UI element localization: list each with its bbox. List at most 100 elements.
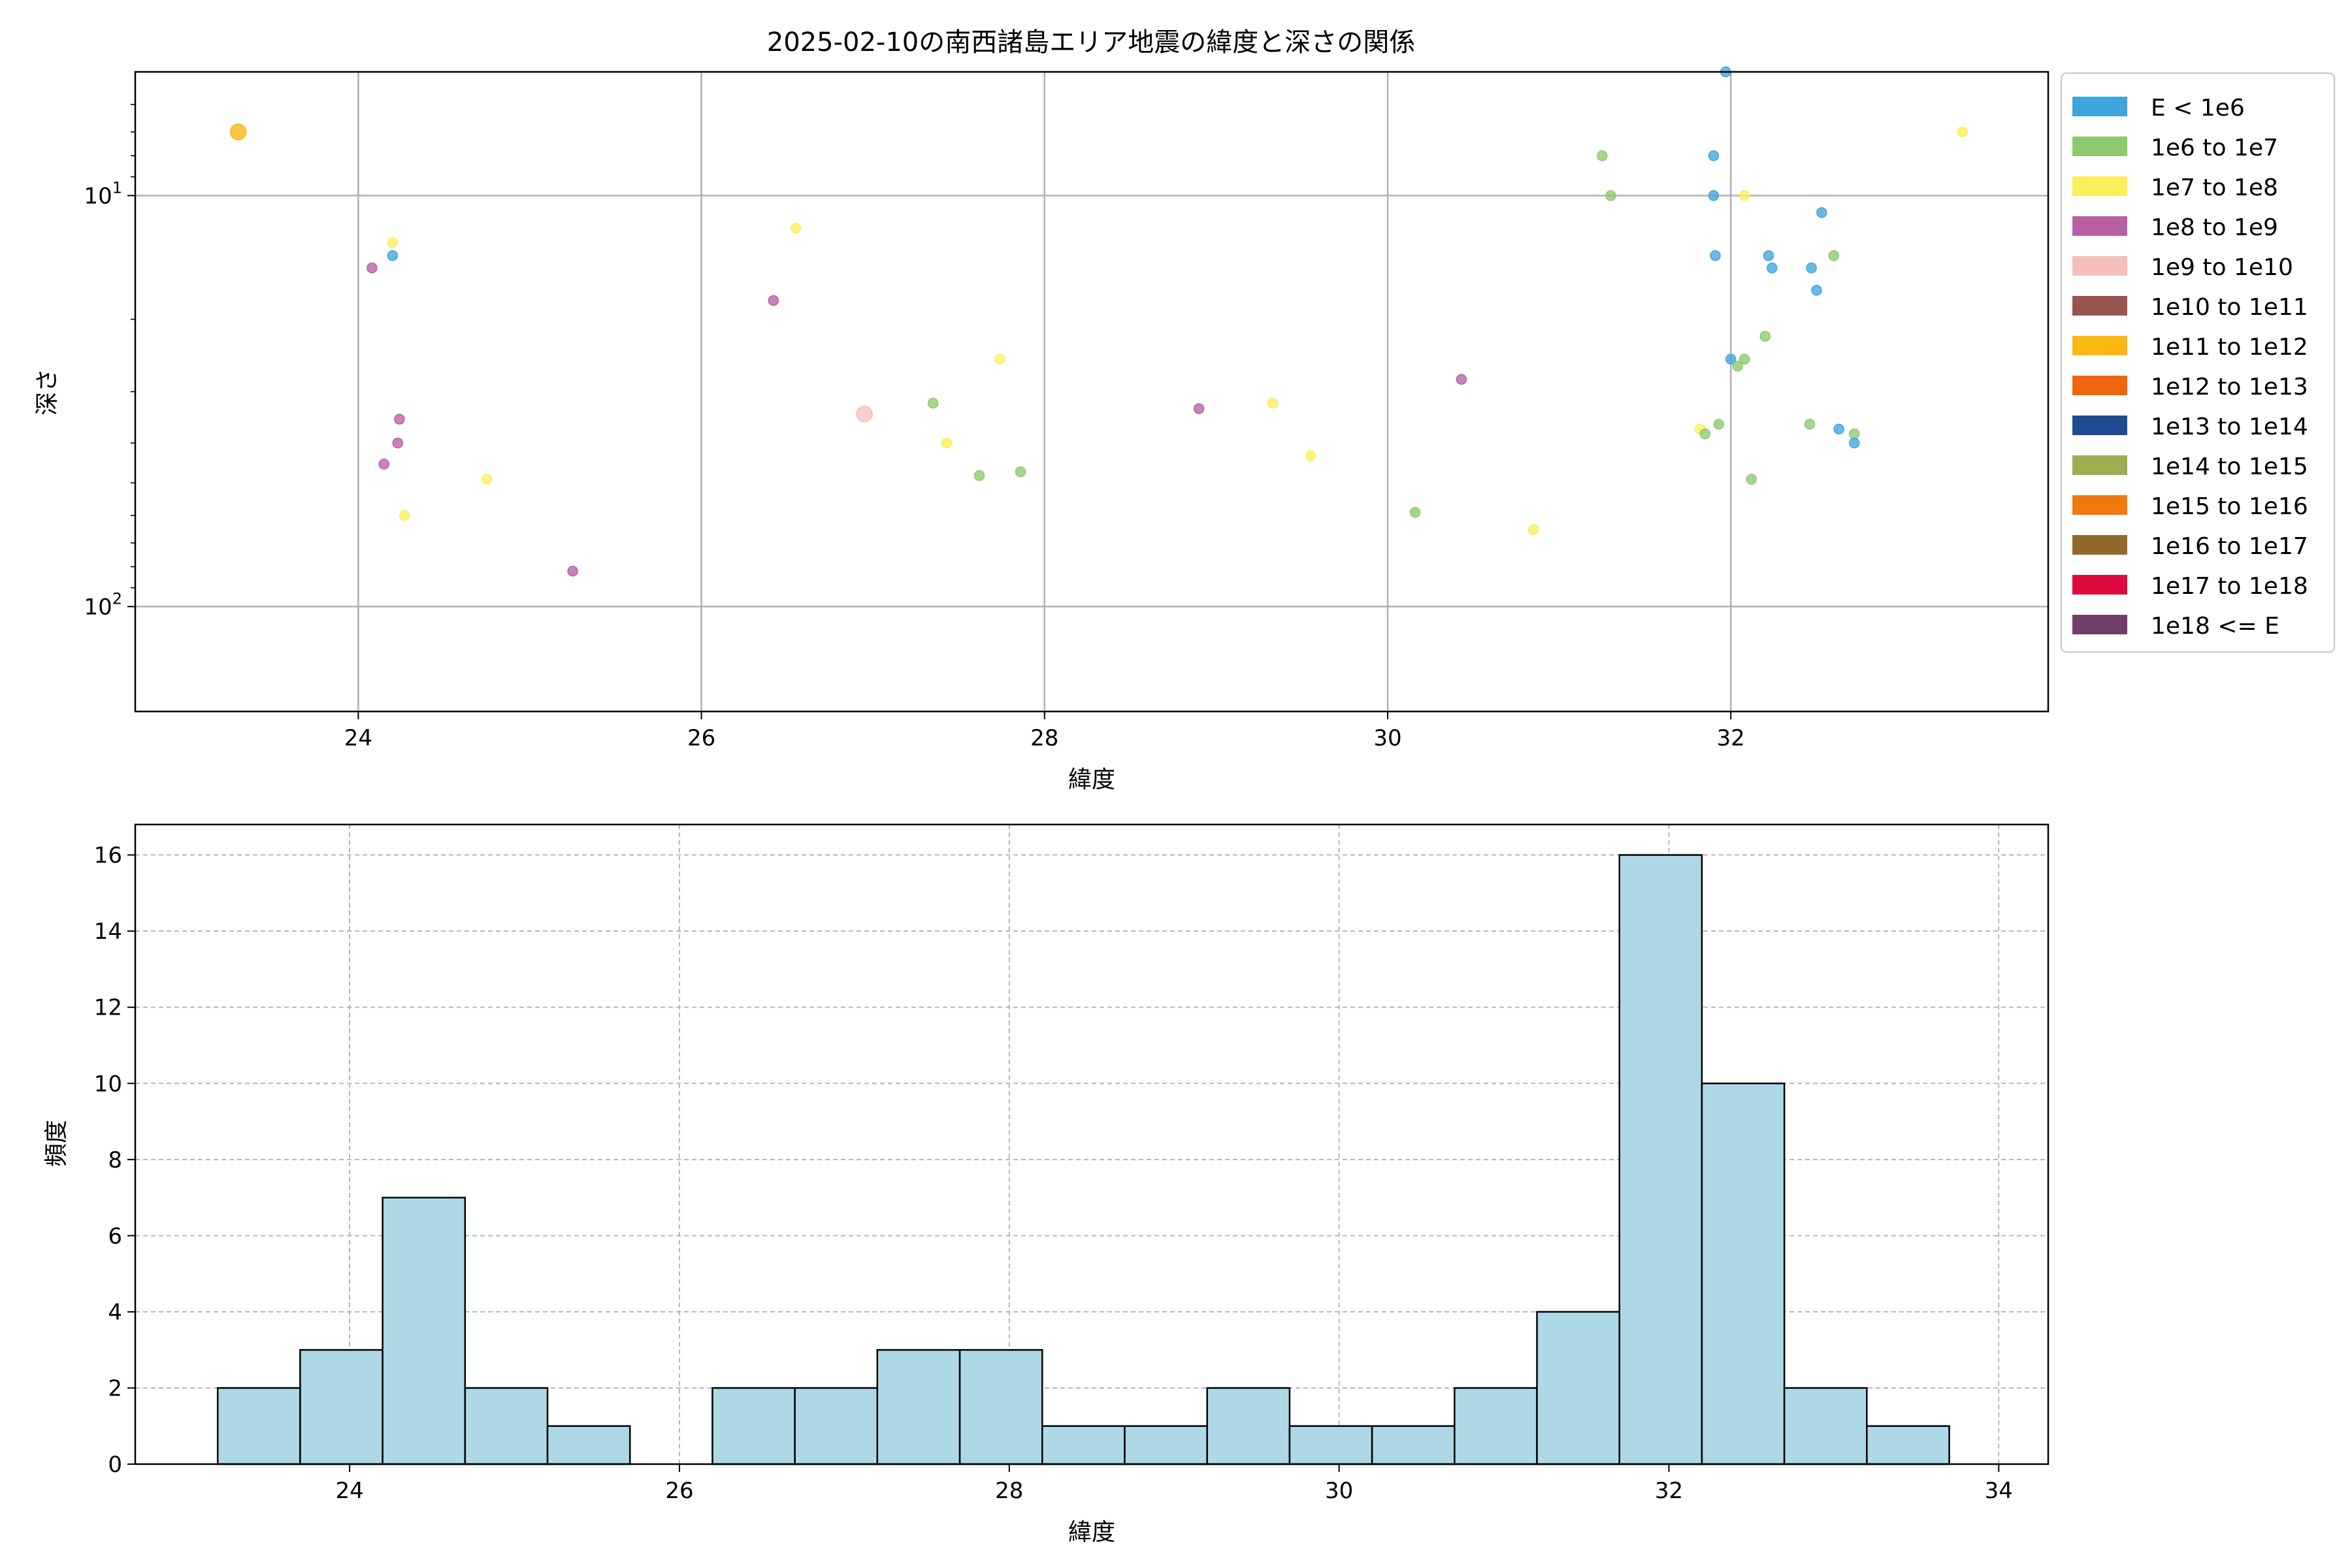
legend-swatch [2072,176,2127,196]
legend-label: 1e10 to 1e11 [2151,294,2308,321]
scatter-y-tick-label: 101 [84,178,122,209]
histogram-bar [1206,1387,1291,1465]
histogram-x-tick-label: 32 [1655,1478,1683,1504]
scatter-point [1766,262,1778,274]
histogram-bar [876,1348,961,1465]
scatter-y-ticks: 101 102 [84,104,135,620]
histogram-bar [1454,1387,1538,1465]
scatter-point [1699,428,1711,440]
histogram-y-tick-label: 4 [108,1299,122,1326]
histogram-bar [1618,854,1703,1465]
scatter-point [482,474,493,485]
scatter-y-tick-label: 102 [84,589,122,620]
histogram-y-tick-label: 2 [108,1375,122,1401]
legend-label: E < 1e6 [2151,95,2245,122]
scatter-point [1732,361,1743,372]
scatter-x-tick-label: 26 [687,725,715,751]
legend-label: 1e13 to 1e14 [2151,414,2308,440]
scatter-x-tick-label: 28 [1030,725,1058,751]
histogram-bar [1371,1425,1456,1465]
histogram-y-tick-label: 10 [94,1071,122,1097]
histogram-bar [1124,1425,1208,1465]
legend-swatch [2072,535,2127,555]
scatter-point [768,295,779,306]
legend-label: 1e6 to 1e7 [2151,135,2278,161]
legend-swatch [2072,455,2127,475]
legend-swatch [2072,256,2127,276]
scatter-point [790,222,802,234]
legend-label: 1e16 to 1e17 [2151,533,2308,560]
legend-label: 1e17 to 1e18 [2151,573,2308,600]
scatter-point [1849,437,1860,449]
scatter-point [392,437,404,449]
histogram-bar [1866,1425,1950,1465]
legend-swatch [2072,495,2127,515]
scatter-x-tick-label: 30 [1373,725,1401,751]
scatter-point [1811,285,1822,296]
scatter-x-ticks: 24 26 28 30 32 [344,711,1745,751]
histogram-bar [216,1387,301,1465]
histogram-bar [1783,1387,1868,1465]
histogram-bar [546,1425,631,1465]
histogram-bar [464,1387,549,1465]
histogram-y-ticks: 0 2 4 6 8 10 12 14 16 [94,843,135,1478]
legend-swatch [2072,137,2127,156]
scatter-point [1739,353,1750,365]
scatter-point [387,237,399,248]
histogram-bar [1701,1083,1786,1465]
legend-swatch [2072,336,2127,355]
legend-label: 1e18 <= E [2151,613,2279,640]
scatter-point [856,405,873,423]
histogram-y-tick-label: 6 [108,1223,122,1249]
scatter-point [1193,403,1205,414]
histogram-y-tick-label: 8 [108,1147,122,1173]
scatter-point [1739,190,1750,201]
scatter-point [1305,450,1316,462]
scatter-point [1456,374,1467,385]
legend-label: 1e7 to 1e8 [2151,174,2278,201]
scatter-point [567,565,578,577]
legend-swatch [2072,376,2127,395]
legend-swatch [2072,615,2127,634]
scatter-point [229,123,247,140]
histogram-bar [1288,1425,1373,1465]
histogram-bars [216,854,1950,1465]
scatter-point [1605,190,1616,201]
histogram-bar [1041,1425,1126,1465]
legend-frame [2060,72,2336,653]
scatter-point [927,397,939,409]
scatter-point [1596,150,1608,161]
scatter-point [1409,507,1421,518]
scatter-point [1708,190,1720,201]
scatter-point [1746,474,1757,485]
histogram-bar [299,1348,384,1465]
histogram-y-tick-label: 0 [108,1452,122,1478]
scatter-point [1833,423,1844,435]
scatter-point [387,250,399,261]
scatter-point [1267,397,1279,409]
scatter-y-axis-label: 深さ [34,368,61,416]
legend-label: 1e9 to 1e10 [2151,254,2293,281]
scatter-title: 2025-02-10の南西諸島エリア地震の緯度と深さの関係 [767,27,1415,57]
scatter-point [973,470,985,482]
scatter-point [1725,353,1737,365]
histogram-y-tick-label: 14 [94,919,122,945]
histogram-bar [958,1348,1043,1465]
histogram-y-tick-label: 12 [94,995,122,1021]
legend-label: 1e15 to 1e16 [2151,493,2308,520]
histogram-x-tick-label: 26 [665,1478,693,1504]
histogram-bar [1536,1311,1620,1465]
scatter-point [1763,250,1774,261]
scatter-point [367,262,378,274]
scatter-point [1828,250,1839,261]
legend-swatch [2072,575,2127,595]
histogram-x-tick-label: 30 [1325,1478,1353,1504]
legend-swatch [2072,416,2127,435]
scatter-point [1708,150,1720,161]
scatter-point [1849,428,1860,440]
scatter-point [399,510,410,521]
scatter-point [1713,419,1725,430]
legend-label: 1e14 to 1e15 [2151,453,2308,480]
